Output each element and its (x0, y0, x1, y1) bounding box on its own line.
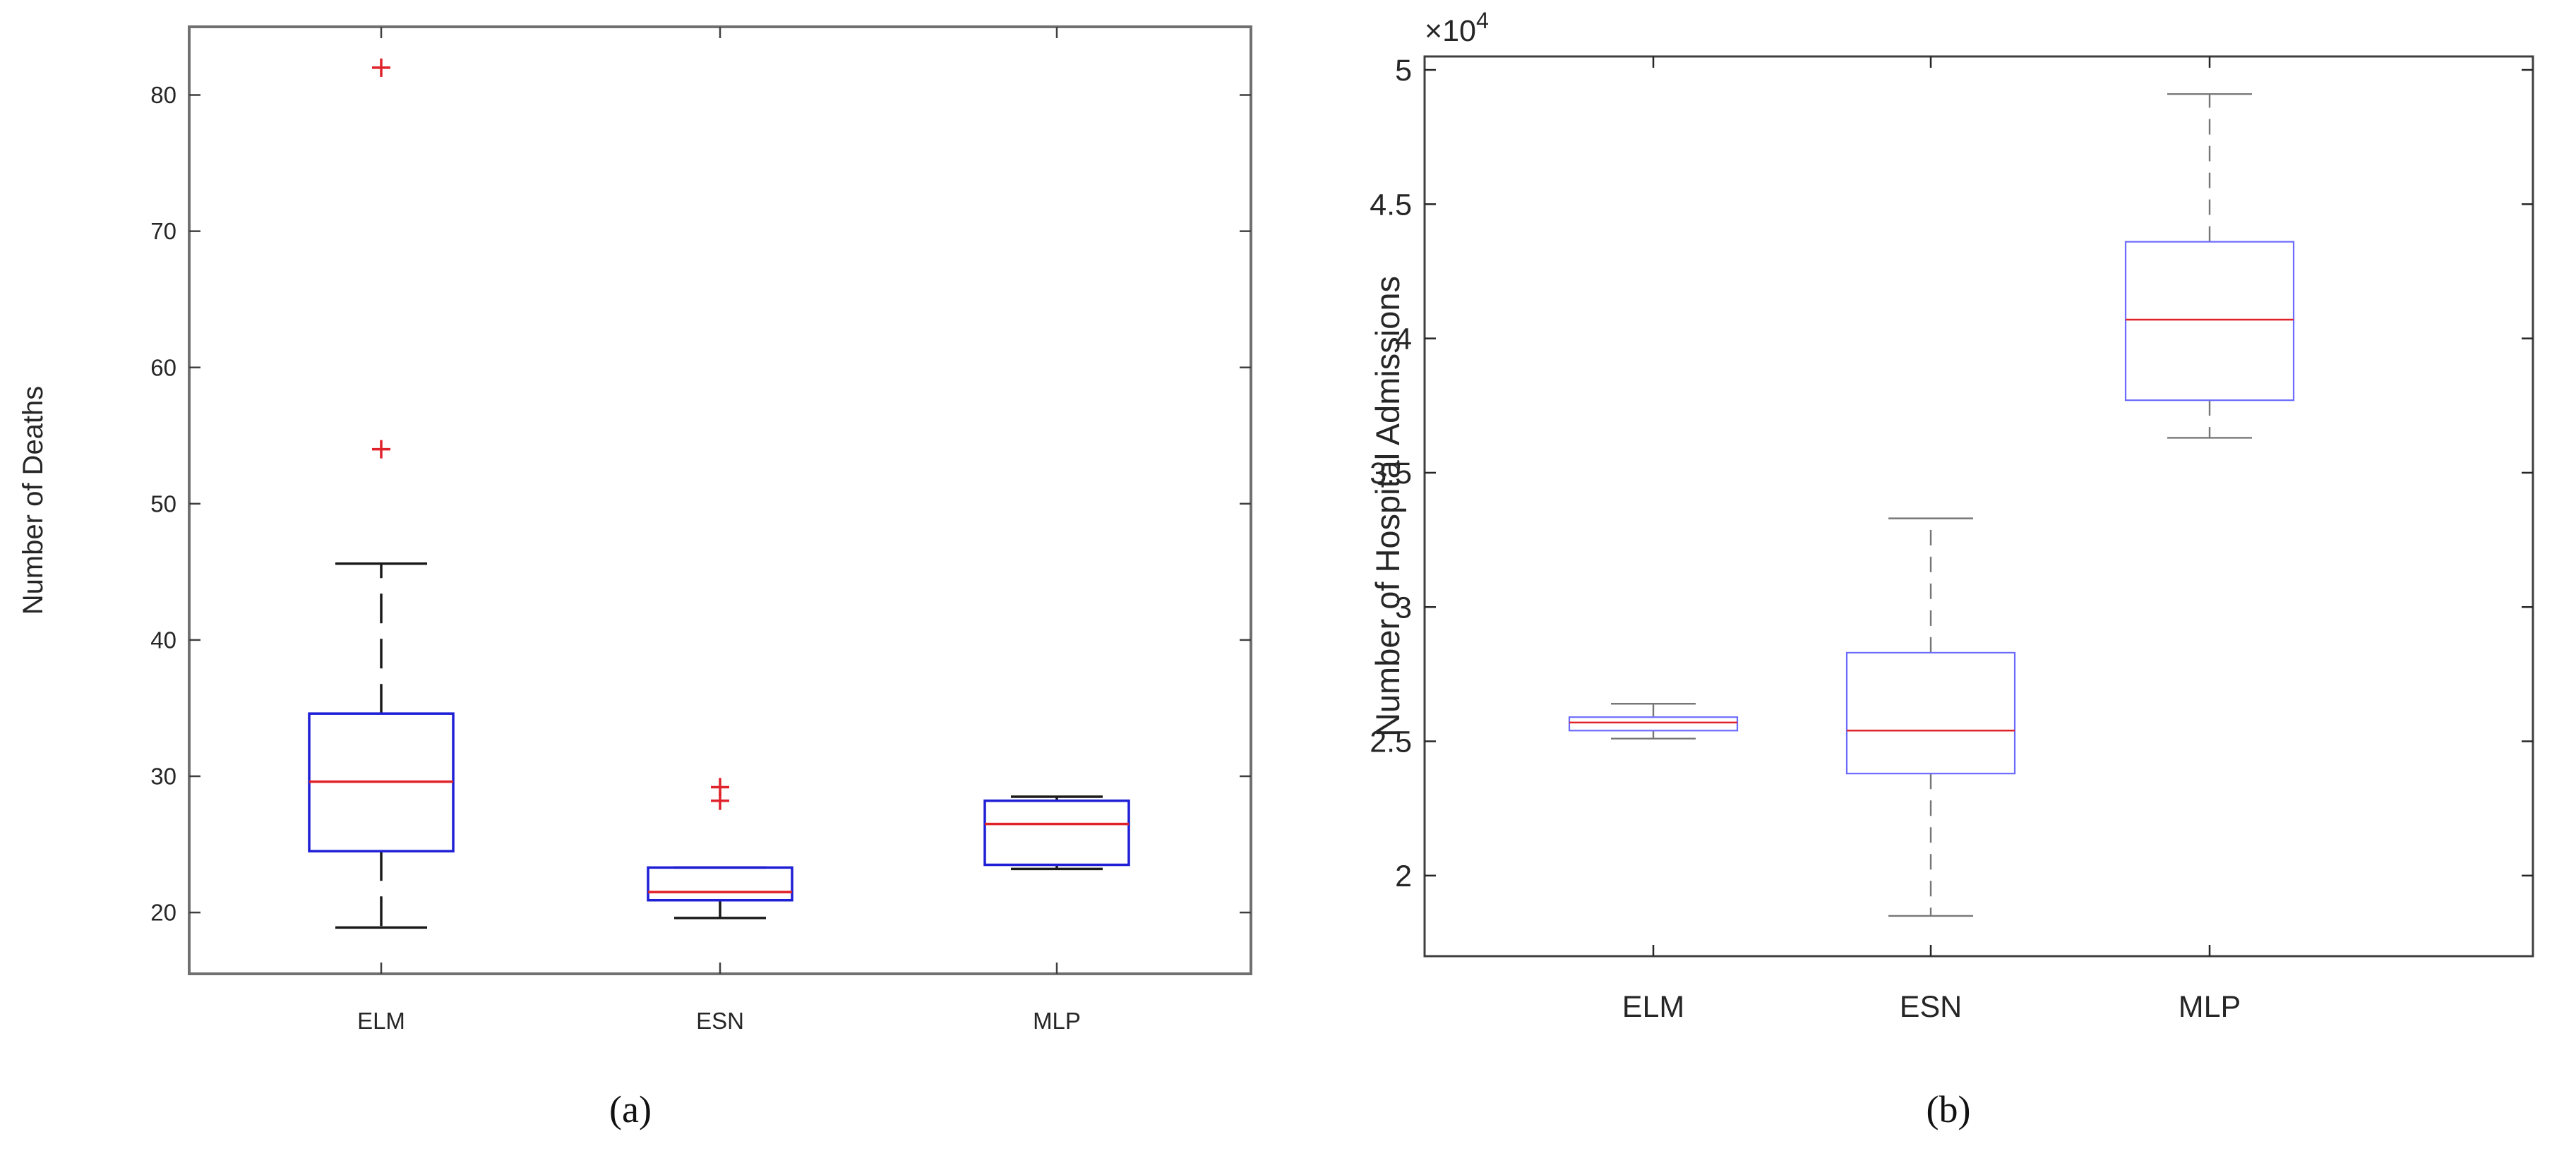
x-tick-label: MLP (2179, 990, 2241, 1024)
y-tick-label: 2.5 (1370, 725, 1412, 759)
outlier-marker (711, 778, 729, 797)
iqr-box (1845, 651, 2016, 775)
y-tick-label: 3 (1395, 591, 1412, 625)
axis-multiplier-base: ×10 (1425, 14, 1476, 48)
box-esn (647, 778, 793, 919)
box-elm (308, 58, 455, 929)
x-tick-label: MLP (1033, 1008, 1081, 1034)
y-axis-label: Number of Hospital Admissions (1369, 276, 1406, 737)
y-tick-label: 80 (150, 82, 176, 108)
y-tick-label: 70 (150, 218, 176, 244)
outlier-marker (372, 58, 390, 77)
panel-label: (a) (609, 1088, 652, 1130)
x-tick-label: ESN (696, 1008, 744, 1034)
plot-area-frame (1423, 55, 2534, 958)
outlier-marker (372, 440, 390, 459)
y-tick-label: 3.5 (1370, 457, 1412, 490)
chart-panel-b: 2 2.5 3 3.5 4 4.5 5 ELM ESN MLP Number of Hospital… (1369, 8, 2534, 1130)
y-tick-label: 4 (1395, 322, 1412, 356)
x-tick-label: ELM (1622, 990, 1684, 1024)
iqr-box (2124, 241, 2295, 402)
chart-panel-a: 20 30 40 50 60 70 80 ELM ESN MLP Number of Deaths (… (18, 25, 1252, 1130)
y-tick-label: 4.5 (1370, 188, 1412, 222)
y-axis-label: Number of Deaths (18, 386, 49, 615)
axis-multiplier-exponent: 4 (1476, 8, 1489, 33)
y-tick-label: 5 (1395, 54, 1412, 88)
y-tick-label: 30 (150, 764, 176, 790)
box-esn (1845, 517, 2016, 917)
x-tick-label: ESN (1900, 990, 1962, 1024)
iqr-box (647, 866, 793, 902)
x-tick-label: ELM (357, 1008, 405, 1034)
iqr-box (1568, 716, 1739, 732)
box-elm (1568, 703, 1739, 740)
y-tick-label: 20 (150, 900, 176, 926)
y-tick-label: 50 (150, 490, 176, 517)
axis-multiplier: ×104 (1425, 8, 1489, 48)
plot-area-frame (188, 25, 1252, 975)
y-tick-label: 2 (1395, 860, 1412, 893)
box-mlp (2124, 93, 2295, 439)
iqr-box (983, 800, 1130, 867)
y-tick-label: 60 (150, 354, 176, 380)
panel-label: (b) (1927, 1088, 1971, 1130)
box-mlp (983, 795, 1130, 871)
y-tick-label: 40 (150, 627, 176, 653)
